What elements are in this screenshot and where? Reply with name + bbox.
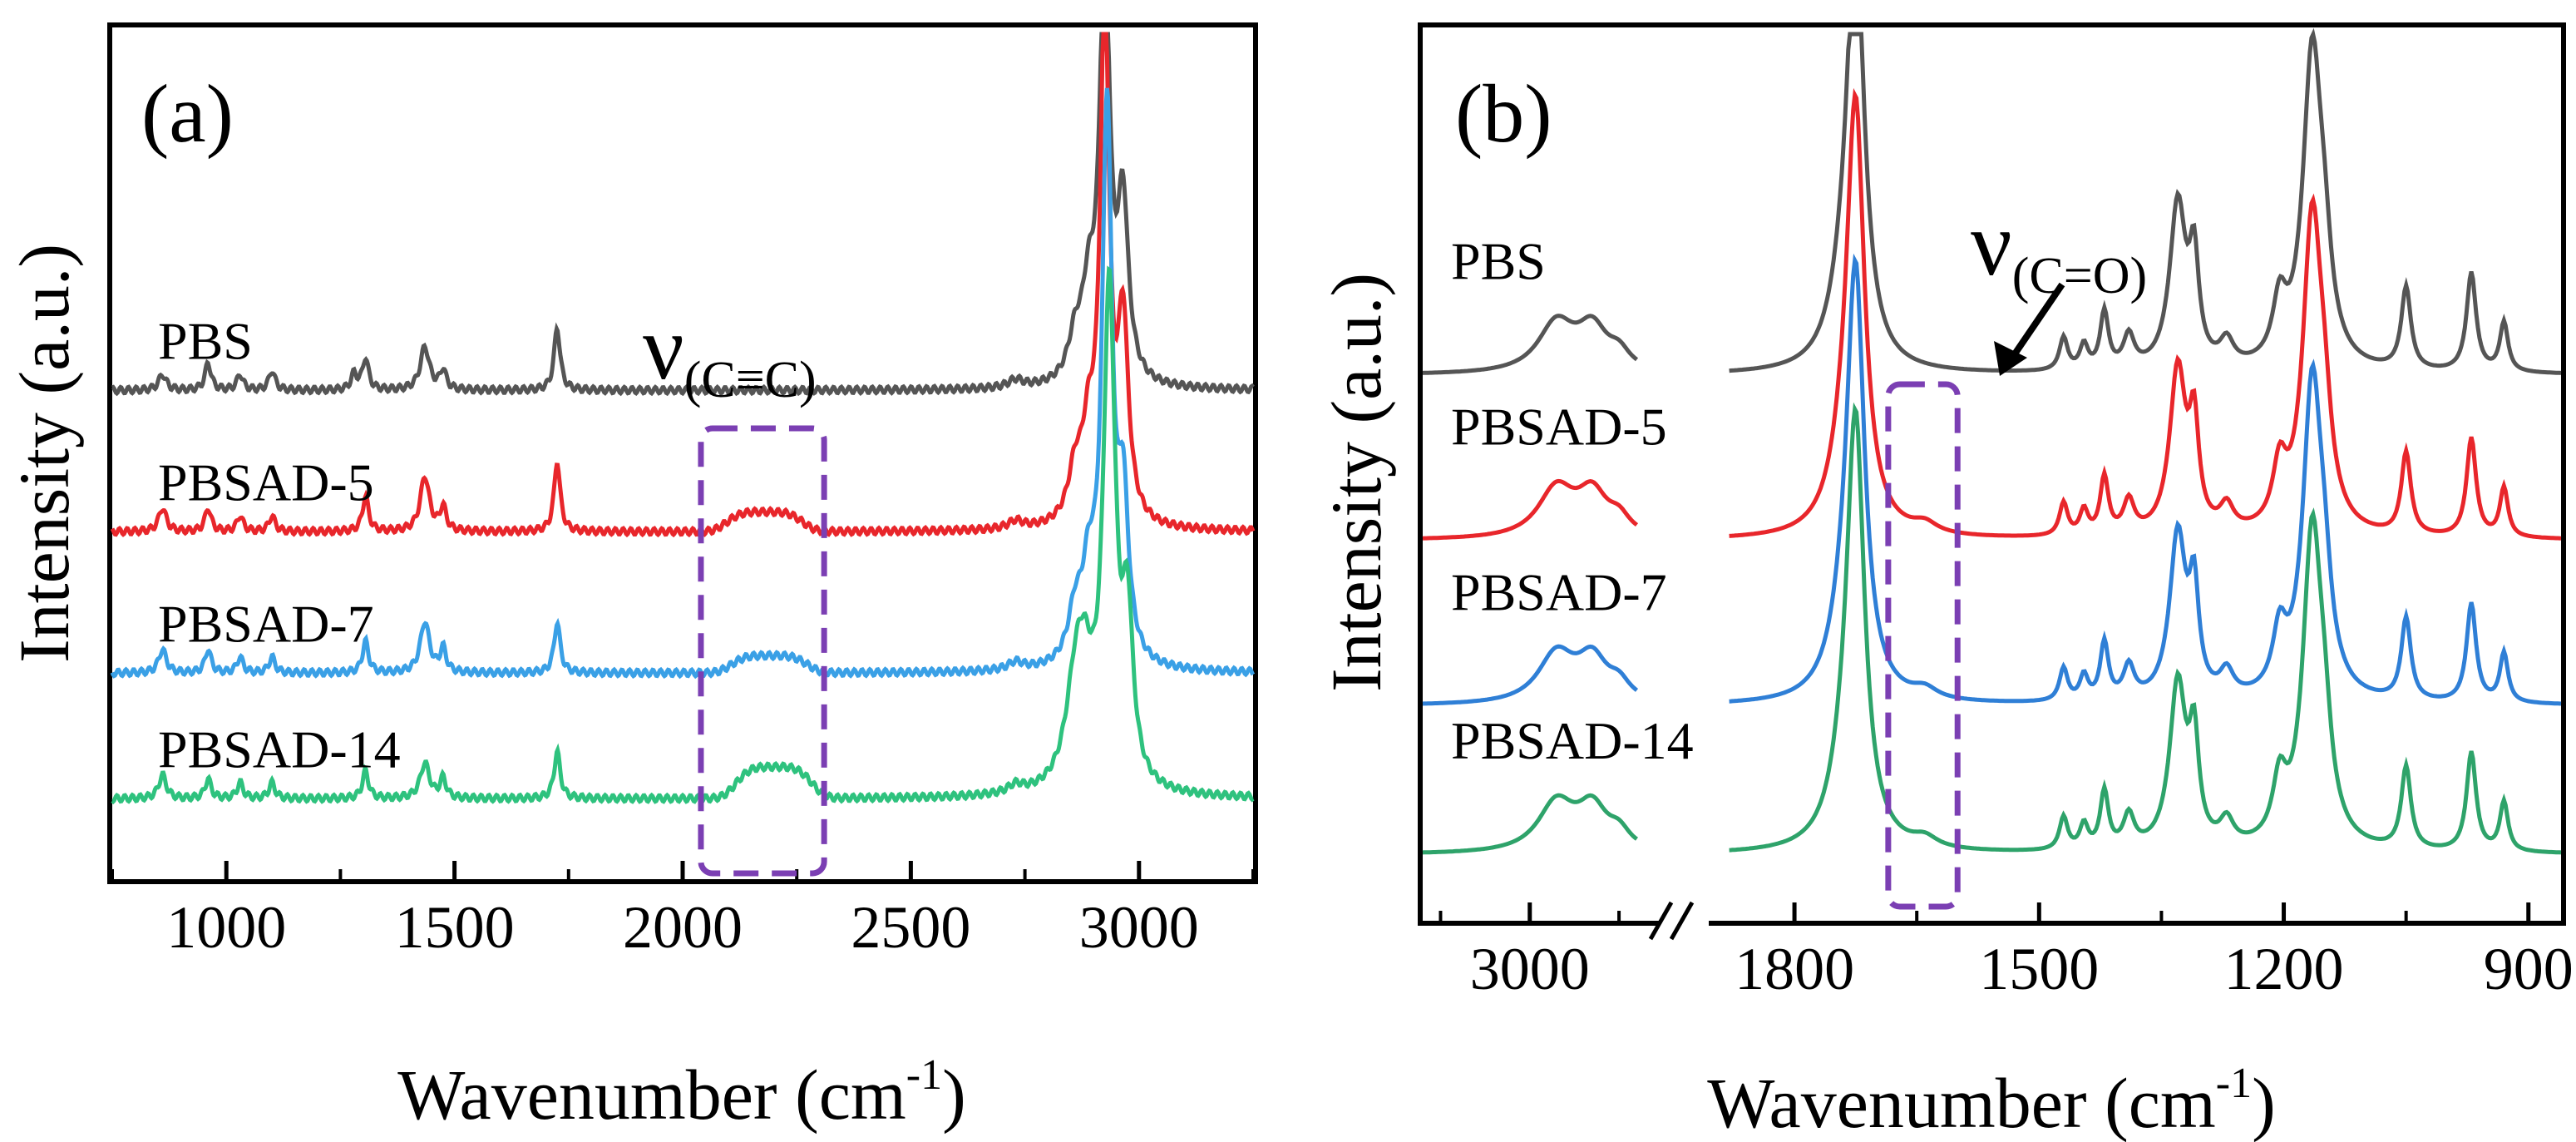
x-tick-label-a-1500: 1500: [395, 894, 515, 961]
annotation-box-b: [1885, 381, 1961, 910]
series-line-b-left-pbsad-14: [1422, 793, 1639, 855]
x-tick-label-a-2500: 2500: [851, 894, 970, 961]
annotation-label-b: ν(C=O): [1971, 193, 2147, 304]
x-tick-label-a-3000: 3000: [1079, 894, 1199, 961]
x-tick-label-b-3000: 3000: [1470, 936, 1590, 1002]
axis-break-slash-2: [1669, 901, 1695, 941]
series-line-a-pbsad-14: [111, 265, 1255, 804]
annotation-box-a: [698, 425, 827, 877]
x-ticks-b: 3000 1800 1500 1200 900: [1439, 902, 2574, 1002]
x-tick-label-b-1500: 1500: [1979, 936, 2099, 1002]
x-ticks-a: 1000 1500 2000 2500 3000: [111, 861, 1255, 961]
series-label-b-pbsad-7: PBSAD-7: [1451, 562, 1667, 621]
annotation-arrow-b: [2009, 282, 2065, 360]
y-axis-label-b: Intensity (a.u.): [1316, 273, 1396, 692]
series-label-b-pbs: PBS: [1451, 232, 1546, 291]
series-group-a: [110, 32, 1256, 804]
series-group-b: [1422, 27, 2562, 855]
x-axis-label-a: Wavenumber (cm-1): [397, 1051, 966, 1135]
series-labels-a: PBS PBSAD-5 PBSAD-7 PBSAD-14: [158, 311, 401, 779]
series-line-b-right-pbs: [1729, 27, 2562, 375]
annotation-arrowhead-b: [1994, 341, 2027, 376]
series-line-a-pbs: [111, 32, 1255, 397]
series-labels-b: PBS PBSAD-5 PBSAD-7 PBSAD-14: [1451, 232, 1694, 771]
series-label-a-pbsad-5: PBSAD-5: [158, 452, 374, 512]
series-line-a-pbsad-7: [110, 87, 1256, 680]
series-label-b-pbsad-5: PBSAD-5: [1451, 398, 1667, 457]
series-line-a-pbsad-5: [110, 32, 1256, 538]
y-axis-label-a: Intensity (a.u.): [4, 244, 84, 663]
x-tick-label-b-1800: 1800: [1735, 936, 1854, 1002]
plot-frame-a: [107, 22, 1258, 884]
series-line-b-right-pbsad-5: [1729, 87, 2562, 541]
panel-b: (b) Intensity (a.u.) 3000 1800 1500 1200 900…: [1316, 22, 2574, 1142]
panel-label-a: (a): [141, 67, 234, 160]
annotation-label-a: ν(C≡C): [643, 297, 817, 408]
axis-break-marker: [1648, 901, 1709, 941]
axis-break-slash-1: [1648, 901, 1674, 941]
x-tick-label-a-2000: 2000: [623, 894, 743, 961]
x-tick-label-b-900: 900: [2484, 936, 2574, 1002]
panel-a: (a) Intensity (a.u.) 1000 1500 2000 2500 300…: [4, 22, 1258, 1135]
series-label-a-pbsad-7: PBSAD-7: [158, 594, 374, 653]
series-label-a-pbs: PBS: [158, 311, 253, 370]
series-line-b-left-pbs: [1422, 314, 1639, 375]
plot-frame-b: [1418, 22, 2566, 926]
series-line-b-right-pbsad-7: [1729, 253, 2562, 706]
series-label-b-pbsad-14: PBSAD-14: [1451, 711, 1694, 770]
series-line-b-left-pbsad-7: [1422, 644, 1639, 706]
panel-label-b: (b): [1455, 67, 1552, 160]
x-tick-label-a-1000: 1000: [166, 894, 286, 961]
series-label-a-pbsad-14: PBSAD-14: [158, 719, 401, 779]
series-line-b-right-pbsad-14: [1729, 402, 2562, 855]
x-tick-label-b-1200: 1200: [2224, 936, 2344, 1002]
series-line-b-left-pbsad-5: [1422, 478, 1639, 541]
x-axis-label-b: Wavenumber (cm-1): [1707, 1060, 2276, 1142]
